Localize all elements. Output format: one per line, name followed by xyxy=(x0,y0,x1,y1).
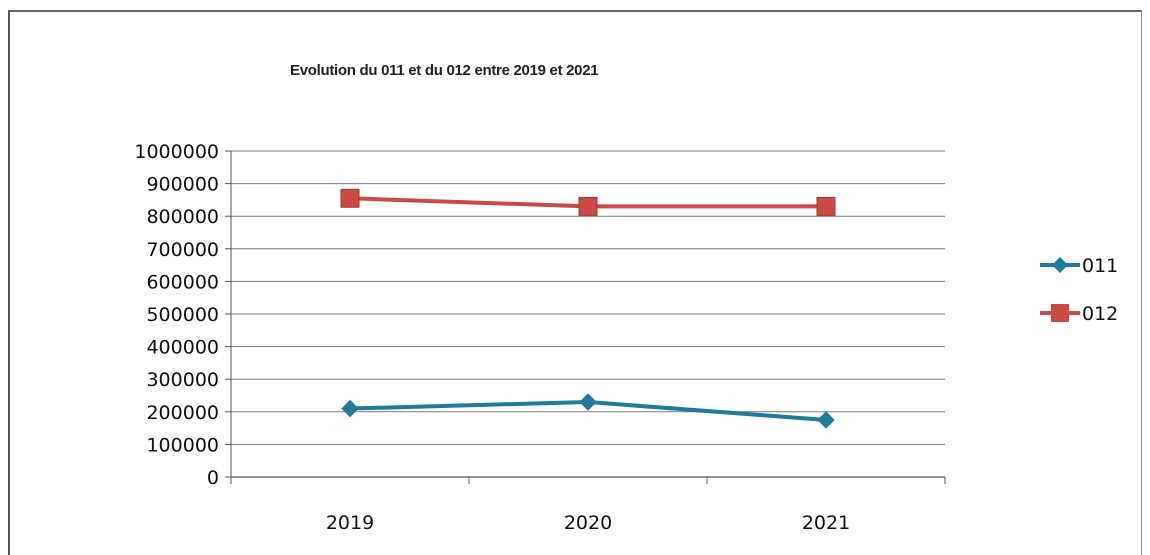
y-tick-label: 500000 xyxy=(146,304,219,326)
x-axis: 2019 2020 2021 xyxy=(230,476,946,534)
data-point-012 xyxy=(578,196,598,216)
data-point-011 xyxy=(817,411,835,429)
legend-marker-012 xyxy=(1051,304,1069,322)
y-tick-label: 300000 xyxy=(146,369,219,391)
legend-label-012: 012 xyxy=(1082,303,1118,325)
data-point-012 xyxy=(816,196,836,216)
x-tick-label: 2019 xyxy=(326,512,374,534)
y-tick-label: 0 xyxy=(207,467,219,489)
data-point-012 xyxy=(340,188,360,208)
legend-label-011: 011 xyxy=(1082,255,1118,277)
y-tick-label: 400000 xyxy=(146,337,219,359)
y-tick-label: 700000 xyxy=(146,239,219,261)
data-point-011 xyxy=(579,393,597,411)
legend-marker-011 xyxy=(1052,257,1068,273)
gridlines xyxy=(231,150,945,445)
legend: 011 012 xyxy=(1040,255,1118,325)
y-tick-label: 200000 xyxy=(146,402,219,424)
y-axis: 0 100000 200000 300000 400000 500000 600000 700… xyxy=(134,141,232,489)
x-tick-label: 2020 xyxy=(564,512,612,534)
y-tick-label: 600000 xyxy=(146,271,219,293)
y-tick-label: 900000 xyxy=(146,174,219,196)
y-tick-label: 100000 xyxy=(146,434,219,456)
y-tick-label: 1000000 xyxy=(134,141,219,163)
data-point-011 xyxy=(341,399,359,418)
y-tick-label: 800000 xyxy=(146,206,219,228)
chart-frame xyxy=(8,10,1142,555)
x-tick-label: 2021 xyxy=(802,512,850,534)
chart-title: Evolution du 011 et du 012 entre 2019 et… xyxy=(290,62,599,79)
series-layer xyxy=(340,188,836,429)
